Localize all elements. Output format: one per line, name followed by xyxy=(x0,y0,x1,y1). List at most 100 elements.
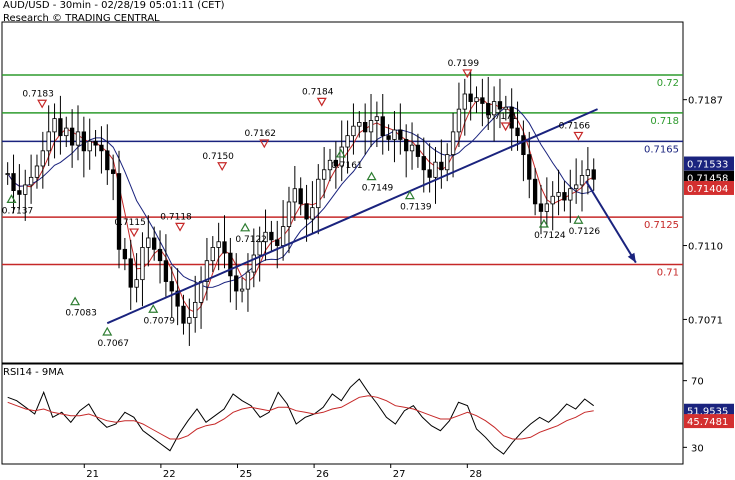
candle-body xyxy=(69,127,75,146)
price-axis-label: 0.7187 xyxy=(688,96,723,107)
swing-high-label: 0.7162 xyxy=(245,129,277,139)
candle-body xyxy=(175,290,180,307)
swing-high-marker xyxy=(259,139,270,149)
swing-high-marker xyxy=(500,122,511,132)
price-badge-label: 0.71458 xyxy=(687,174,728,185)
swing-low-label: 0.7149 xyxy=(362,184,394,194)
candle-body xyxy=(146,237,151,248)
swing-low-marker xyxy=(573,215,584,224)
swing-low-label: 0.7122 xyxy=(235,235,267,245)
price-badge xyxy=(684,156,734,171)
candle-body xyxy=(52,118,57,133)
swing-high-label: 0.7118 xyxy=(160,212,192,222)
candle-body xyxy=(298,188,303,205)
candle-body xyxy=(116,173,122,250)
rsi-panel-frame xyxy=(1,363,684,465)
candle-body xyxy=(527,154,532,180)
candle-body xyxy=(122,248,128,260)
candle-body xyxy=(579,175,585,186)
candle-body xyxy=(275,239,280,246)
candle-body xyxy=(263,231,268,243)
swing-low-label: 0.7067 xyxy=(98,339,130,349)
candle-body xyxy=(556,192,561,197)
swing-low-marker xyxy=(366,171,377,181)
candle-body xyxy=(386,135,391,140)
candle-body xyxy=(450,131,456,156)
candle-body xyxy=(187,317,192,324)
candle-body xyxy=(497,101,503,110)
candle-body xyxy=(105,150,110,171)
candle-body xyxy=(169,281,174,292)
time-axis-label: 21 xyxy=(86,469,99,480)
support-trendline xyxy=(106,108,598,325)
swing-low-marker xyxy=(335,148,346,158)
forecast-arrow-shaft xyxy=(585,180,637,264)
candle-body xyxy=(591,169,596,180)
candle-body xyxy=(585,169,591,176)
candle-body xyxy=(404,139,409,152)
swing-low-marker xyxy=(240,222,251,232)
swing-low-label: 0.7137 xyxy=(2,206,34,216)
moving-average-slow xyxy=(7,106,594,288)
swing-low-marker xyxy=(70,296,81,306)
candle-body xyxy=(64,127,69,137)
candle-body xyxy=(140,247,145,281)
rsi-ma-line xyxy=(7,395,594,440)
candle-body xyxy=(321,169,327,180)
rsi-badge-label: 45.7481 xyxy=(687,417,728,428)
swing-low-marker xyxy=(404,190,415,200)
price-badge-label: 0.71404 xyxy=(687,184,728,195)
swing-high-marker xyxy=(573,131,584,141)
candle-body xyxy=(152,237,157,250)
candle-body xyxy=(462,93,467,110)
candle-body xyxy=(345,135,350,148)
swing-labels: 0.7183 0.7137 0.7083 0.7067 0.7115 0.7079 0.71… xyxy=(2,59,601,349)
rsi-badge xyxy=(684,414,734,429)
candle-body xyxy=(380,116,385,137)
candlesticks xyxy=(5,71,596,346)
candle-body xyxy=(34,165,40,178)
rsi-title: RSI14 - 9MA xyxy=(3,367,64,378)
candle-body xyxy=(5,173,10,175)
candle-body xyxy=(181,305,186,324)
candle-body xyxy=(292,188,297,203)
candle-body xyxy=(11,173,16,192)
candle-body xyxy=(17,190,22,195)
candle-body xyxy=(46,131,51,152)
candle-body xyxy=(257,241,262,256)
candle-body xyxy=(363,122,368,133)
candle-body xyxy=(532,178,538,205)
candle-body xyxy=(110,169,116,174)
swing-high-marker xyxy=(217,162,228,171)
candle-body xyxy=(550,195,555,205)
candle-body xyxy=(40,150,45,167)
candle-body xyxy=(251,254,256,273)
swing-low-marker xyxy=(148,304,159,313)
candle-body xyxy=(280,226,286,246)
time-axis-label: 27 xyxy=(393,469,406,480)
candle-body xyxy=(128,258,133,288)
trendline xyxy=(106,108,637,325)
swing-high-marker xyxy=(174,222,186,232)
price-axis-label: 0.7110 xyxy=(688,242,723,253)
candle-body xyxy=(99,144,104,152)
swing-low-marker xyxy=(102,326,113,336)
swing-high-label: 0.7115 xyxy=(114,218,146,228)
swing-high-label: 0.7150 xyxy=(202,152,234,162)
swing-low-marker xyxy=(538,218,549,228)
swing-high-marker xyxy=(462,69,473,79)
candle-body xyxy=(23,184,28,195)
swing-low-label: 0.7139 xyxy=(400,203,432,213)
candle-body xyxy=(222,241,227,254)
candle-body xyxy=(445,154,450,171)
candle-body xyxy=(351,125,356,137)
candle-body xyxy=(456,108,462,133)
candle-body xyxy=(310,207,315,220)
candle-body xyxy=(509,106,514,129)
candle-body xyxy=(421,156,426,171)
candle-body xyxy=(474,97,479,102)
